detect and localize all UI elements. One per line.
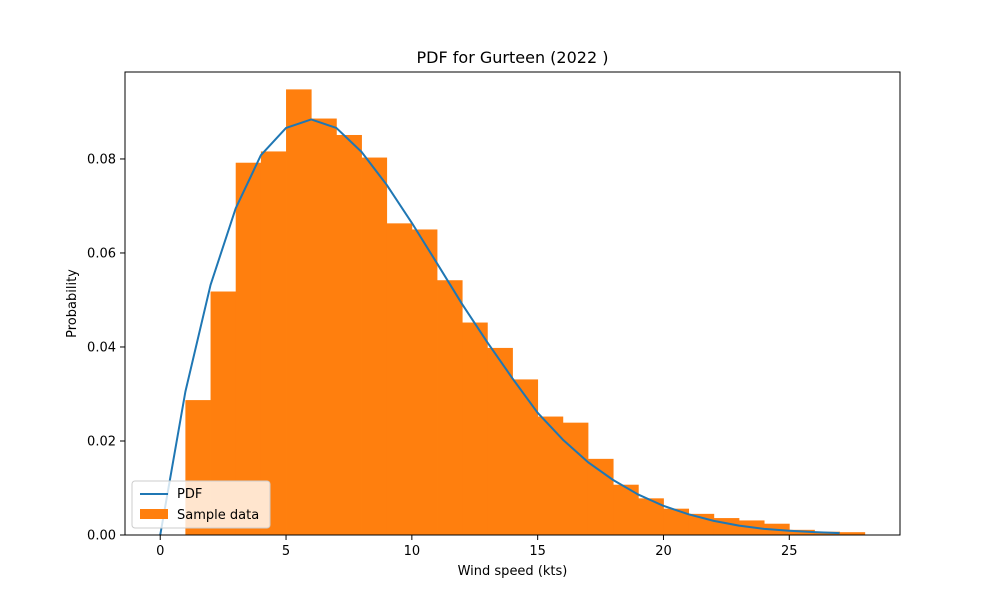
pdf-line (159, 118, 840, 536)
y-tick-label: 0.06 (87, 246, 116, 261)
x-tick-label: 0 (156, 544, 164, 559)
histogram-bar (462, 322, 488, 535)
legend: PDF Sample data (131, 480, 271, 529)
legend-sample-data-swatch (140, 509, 168, 519)
x-tick-label: 25 (781, 544, 798, 559)
x-tick-label: 5 (282, 544, 290, 559)
x-axis-label: Wind speed (kts) (458, 564, 568, 579)
legend-pdf-label: PDF (177, 487, 202, 502)
histogram-bar (512, 379, 539, 535)
histogram-bar (235, 162, 262, 536)
pdf-line-layer (159, 118, 840, 536)
legend-sample-data-label: Sample data (177, 508, 259, 523)
histogram-bar (537, 416, 564, 535)
chart-title: PDF for Gurteen (2022 ) (417, 48, 609, 67)
axes-frame (124, 71, 901, 536)
x-axis-ticks: 0 5 10 15 20 25 (156, 535, 798, 559)
histogram-bar (286, 89, 312, 535)
x-tick-label: 15 (529, 544, 546, 559)
histogram-bar (361, 157, 388, 535)
y-axis-label: Probability (65, 269, 80, 338)
y-tick-label: 0.00 (87, 529, 116, 544)
y-axis-ticks: 0.00 0.02 0.04 0.06 0.08 (87, 152, 125, 544)
histogram-bar (839, 532, 866, 535)
histogram-bar (260, 151, 287, 535)
histogram-bars (185, 89, 866, 536)
histogram-bar (562, 422, 589, 535)
y-tick-label: 0.08 (87, 152, 116, 167)
histogram-bar (411, 229, 438, 535)
x-tick-label: 20 (655, 544, 672, 559)
histogram-bar (437, 280, 463, 535)
y-tick-label: 0.02 (87, 434, 116, 449)
histogram-bar (311, 118, 337, 535)
histogram-bar (487, 347, 513, 535)
histogram-bar (336, 134, 362, 535)
x-tick-label: 10 (404, 544, 421, 559)
y-tick-label: 0.04 (87, 340, 116, 355)
histogram-bar (386, 223, 413, 536)
